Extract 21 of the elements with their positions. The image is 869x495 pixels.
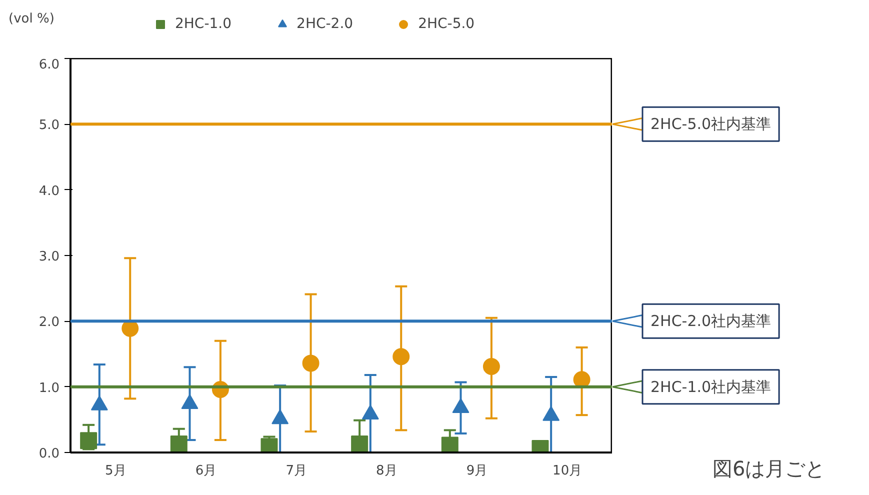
y-tick-label: 3.0 — [38, 250, 60, 264]
legend-label: 2HC-2.0 — [296, 16, 354, 32]
x-tick-label: 8月 — [376, 464, 398, 478]
x-tick-label: 6月 — [195, 464, 217, 478]
y-tick-label: 4.0 — [38, 184, 60, 199]
y-tick-label: 1.0 — [38, 380, 60, 396]
y-tick-label: 5.0 — [38, 118, 60, 134]
x-tick-label: 5月 — [105, 464, 126, 478]
ref-line-label: 2HC-5.0社内基準 — [650, 115, 772, 134]
x-tick-label: 10月 — [552, 464, 582, 478]
legend-label: 2HC-5.0 — [418, 16, 475, 32]
x-tick-label: 9月 — [466, 464, 488, 478]
legend-label: 2HC-1.0 — [175, 16, 232, 32]
y-axis-title: (vol %) — [8, 12, 54, 26]
x-tick-label: 7月 — [286, 464, 307, 478]
y-tick-label: 0.0 — [38, 446, 60, 462]
ref-line-label: 2HC-1.0社内基準 — [650, 378, 772, 396]
y-tick-label: 6.0 — [38, 58, 60, 72]
caption: 図6は月ごと — [712, 456, 826, 480]
ref-line-label: 2HC-2.0社内基準 — [650, 312, 772, 330]
y-tick-label: 2.0 — [38, 315, 60, 330]
